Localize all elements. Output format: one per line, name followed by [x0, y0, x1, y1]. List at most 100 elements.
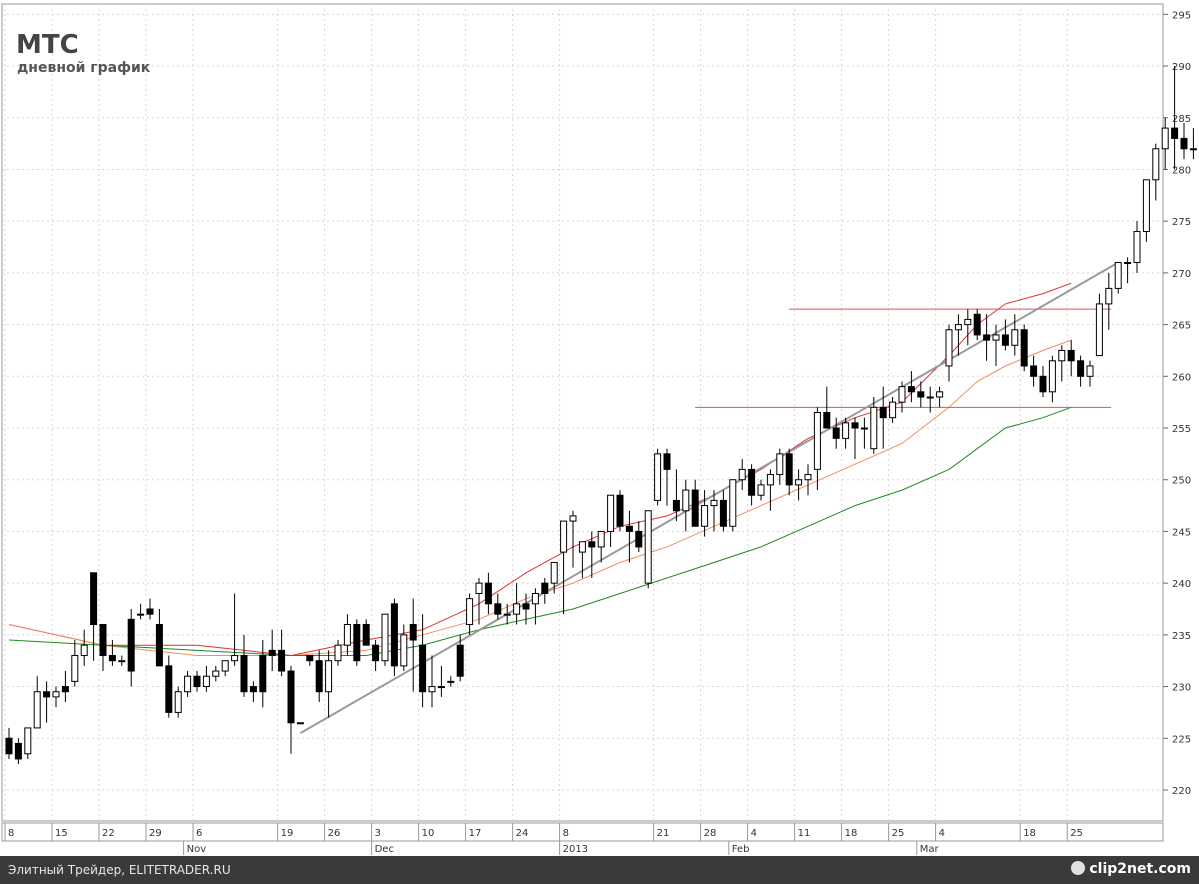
- candle-body: [522, 603, 530, 610]
- candle-body: [362, 624, 370, 646]
- x-tick-label: 18: [1023, 828, 1036, 839]
- brand-logo[interactable]: clip2net.com: [1071, 861, 1191, 877]
- candle-body: [231, 655, 239, 662]
- candle-body: [973, 313, 981, 336]
- candle-body: [80, 644, 88, 657]
- x-tick-label: 8: [8, 828, 14, 839]
- candle-body: [936, 391, 944, 398]
- candle-body: [907, 386, 915, 393]
- month-label: 2013: [563, 844, 588, 855]
- candle-body: [926, 396, 934, 399]
- candle-body: [842, 422, 850, 439]
- candle-body: [823, 412, 831, 429]
- candle-body: [644, 510, 652, 584]
- candle-body: [43, 691, 51, 698]
- candle-body: [61, 686, 69, 693]
- candle-body: [1067, 349, 1075, 362]
- candle-body: [710, 499, 718, 507]
- x-axis-band: [1, 822, 1164, 842]
- y-tick-label: 255: [1172, 424, 1191, 435]
- candle-body: [654, 453, 662, 501]
- candle-body: [870, 406, 878, 450]
- candle-body: [146, 608, 154, 615]
- x-tick-label: 4: [939, 828, 945, 839]
- month-label: Feb: [732, 844, 750, 855]
- candle-body: [625, 525, 633, 532]
- candle-body: [898, 386, 906, 403]
- candle-body: [748, 468, 756, 496]
- candle-body: [513, 603, 521, 615]
- chart-subtitle: дневной график: [17, 60, 151, 76]
- trend-line: [299, 261, 1119, 734]
- candle-body: [672, 499, 680, 512]
- moving-average-2: [8, 339, 1072, 656]
- candle-body: [776, 453, 784, 476]
- y-tick-label: 270: [1172, 269, 1191, 280]
- candle-body: [1086, 365, 1094, 377]
- x-tick-label: 6: [196, 828, 202, 839]
- candle-body: [315, 660, 323, 693]
- candle-body: [578, 541, 586, 553]
- x-tick-label: 26: [328, 828, 341, 839]
- candle-body: [137, 613, 145, 616]
- candle-body: [353, 624, 361, 662]
- candle-body: [475, 582, 483, 594]
- candle-body: [983, 334, 991, 341]
- candle-body: [296, 722, 304, 725]
- candle-body: [1161, 127, 1169, 150]
- candle-body: [1105, 287, 1113, 305]
- x-tick-label: 10: [422, 828, 435, 839]
- candle-body: [954, 324, 962, 331]
- candle-body: [1039, 375, 1047, 393]
- x-tick-label: 24: [516, 828, 529, 839]
- y-tick-label: 245: [1172, 527, 1191, 538]
- candle-body: [437, 686, 445, 689]
- candle-body: [249, 686, 257, 693]
- candle-body: [804, 474, 812, 481]
- candle-body: [193, 675, 201, 688]
- x-tick-label: 25: [1070, 828, 1083, 839]
- candle-body: [560, 520, 568, 553]
- x-tick-label: 11: [798, 828, 811, 839]
- candle-body: [14, 742, 22, 760]
- candle-body: [682, 489, 690, 512]
- candle-body: [343, 624, 351, 646]
- candle-body: [729, 479, 737, 527]
- candle-body: [390, 603, 398, 667]
- y-tick-label: 290: [1172, 62, 1191, 73]
- candle-body: [766, 474, 774, 486]
- candle-body: [466, 598, 474, 626]
- candle-body: [71, 655, 79, 682]
- candle-body: [738, 468, 746, 481]
- candle-body: [1020, 329, 1028, 367]
- candle-body: [278, 649, 286, 672]
- candle-body: [1030, 365, 1038, 377]
- x-tick-label: 15: [55, 828, 68, 839]
- candle-body: [334, 644, 342, 662]
- candle-body: [531, 592, 539, 605]
- candle-body: [372, 644, 380, 662]
- footer-text: Элитный Трейдер, ELITETRADER.RU: [8, 863, 231, 877]
- candle-body: [1189, 148, 1197, 151]
- candle-body: [155, 624, 163, 667]
- y-tick-label: 285: [1172, 114, 1191, 125]
- candle-body: [1001, 334, 1009, 346]
- candle-body: [306, 655, 314, 662]
- x-tick-label: 17: [469, 828, 482, 839]
- month-label: Nov: [187, 844, 207, 855]
- candle-body: [174, 691, 182, 713]
- x-tick-label: 8: [563, 828, 569, 839]
- candle-body: [945, 329, 953, 367]
- x-tick-label: 22: [102, 828, 115, 839]
- y-tick-label: 220: [1172, 786, 1191, 797]
- x-tick-label: 19: [281, 828, 294, 839]
- candle-body: [268, 649, 276, 657]
- candle-body: [184, 675, 192, 693]
- candle-body: [456, 644, 464, 677]
- candle-body: [409, 624, 417, 641]
- y-tick-label: 250: [1172, 476, 1191, 487]
- candle-body: [550, 561, 558, 584]
- y-tick-label: 295: [1172, 10, 1191, 21]
- candle-body: [691, 489, 699, 527]
